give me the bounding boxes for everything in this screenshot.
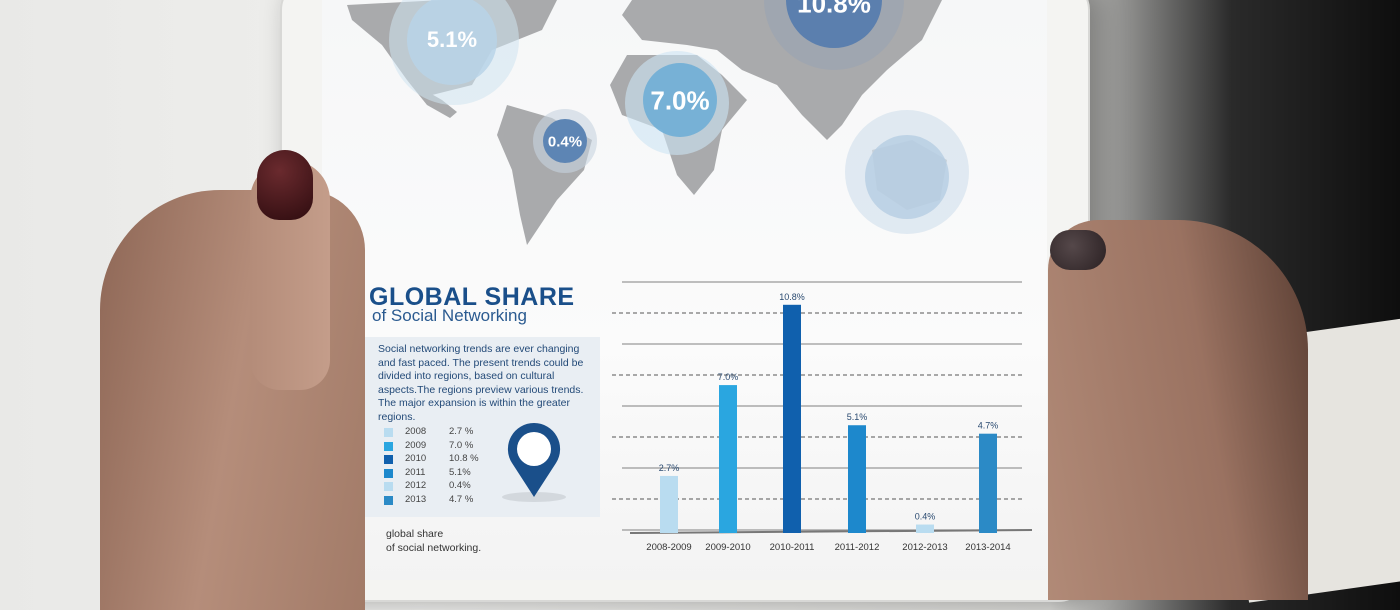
x-tick-label: 2011-2012 [835,542,880,553]
legend-swatch [384,455,393,465]
legend-row: 2013 4.7 % [384,494,504,507]
map-bubbles [389,0,969,234]
bubble-australia [865,135,949,219]
x-axis [629,529,1033,534]
x-tick-label: 2008-2009 [646,542,691,553]
bubble-label-africa: 7.0% [650,85,710,116]
legend-value: 7.0 % [449,439,474,451]
data-label: 5.1% [847,412,868,422]
legend-row: 2009 7.0 % [384,440,504,453]
legend-row: 2012 0.4% [384,480,504,493]
caption-line-1: global share [386,528,444,540]
legend-swatch [384,496,393,505]
right-hand [1048,220,1308,600]
bar-2011-2012 [848,425,866,533]
description-text: Social networking trends are ever changi… [378,343,584,423]
legend-year: 2013 [405,494,427,505]
bubble-label-asia: 10.8% [797,0,871,19]
x-tick-label: 2012-2013 [902,542,947,553]
x-tick-label: 2009-2010 [705,542,750,553]
bubble-label-south-america: 0.4% [547,133,583,151]
bar-chart: 2.7% 2008-2009 7.0% 2009-2010 10.8% 2010-2011… [612,281,1033,553]
location-pin-icon [502,422,566,502]
data-label: 7.0% [718,372,739,382]
info-box: Social networking trends are ever changi… [364,337,600,517]
infographic-title: GLOBAL SHARE [369,283,575,311]
legend-row: 2008 2.7 % [384,426,504,439]
bar-2009-2010 [719,385,737,533]
tablet-screen: 5.1% 7.0% 0.4% 10.8% GLOBAL SHARE of Soc… [322,0,1047,580]
left-thumbnail [257,150,313,220]
infographic-subtitle: of Social Networking [372,306,527,325]
legend-year: 2012 [405,480,427,492]
legend-swatch [384,482,393,492]
data-label: 10.8% [779,292,805,302]
data-label: 4.7% [978,421,999,431]
legend-swatch [384,428,393,437]
bar-2013-2014 [979,433,997,533]
world-map [347,0,969,245]
bubble-africa [643,63,717,137]
legend-row: 2011 5.1% [384,467,504,480]
caption-line-2: of social networking. [386,542,482,554]
bubble-asia [786,0,882,48]
legend-year: 2008 [405,426,427,437]
x-tick-label: 2013-2014 [965,542,1010,553]
legend-value: 4.7 % [449,494,474,505]
legend-year: 2011 [405,466,426,478]
caption: global share of social networking. [386,527,481,555]
legend-year: 2009 [405,439,427,451]
right-thumbnail [1050,230,1106,270]
data-label: 2.7% [659,463,680,473]
legend-swatch [384,441,393,451]
legend-swatch [384,468,393,478]
legend-value: 0.4% [449,480,471,492]
legend-year: 2010 [405,453,427,465]
legend-row: 2010 10.8 % [384,453,504,466]
bubble-north-america [407,0,497,85]
bar-2012-2013 [916,524,934,533]
bubble-south-america [543,119,587,163]
legend-value: 10.8 % [449,453,479,465]
bar-2010-2011 [783,304,801,533]
legend-value: 2.7 % [449,426,474,437]
bubble-label-north-america: 5.1% [426,27,478,52]
x-tick-label: 2010-2011 [770,542,815,553]
legend-value: 5.1% [449,466,471,478]
data-label: 0.4% [915,512,936,522]
bar-2008-2009 [660,475,678,533]
